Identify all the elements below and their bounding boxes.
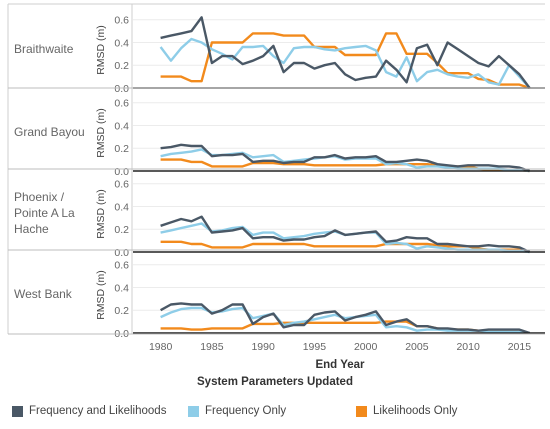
y-tick-label: 0.0 (114, 247, 129, 259)
y-tick-label: 0.4 (114, 120, 129, 132)
series-line-frequency-only (160, 148, 530, 173)
legend-item-frequency-only[interactable]: Frequency Only (188, 405, 286, 417)
x-tick-label: 2010 (456, 341, 480, 353)
panel-label: Braithwaite (14, 42, 74, 56)
x-tick-label: 1995 (303, 341, 327, 353)
y-tick-label: 0.6 (114, 98, 129, 110)
panel-label: West Bank (14, 287, 73, 301)
y-tick-label: 0.2 (114, 143, 129, 155)
y-tick-label: 0.2 (114, 305, 129, 317)
panel-1: 0.0 0.2 0.4 0.6 RMSD (m) Grand Bayou (8, 87, 545, 178)
legend-swatch-frequency-and-likelihoods (12, 405, 23, 417)
y-axis-title: RMSD (m) (95, 108, 107, 158)
legend-label: Likelihoods Only (373, 405, 458, 417)
panel-label: Grand Bayou (14, 125, 85, 139)
series-line-likelihoods-only (160, 32, 530, 90)
panel-label: Phoenix / (14, 190, 65, 204)
legend-label: Frequency and Likelihoods (29, 405, 167, 417)
x-tick-label: 1985 (200, 341, 224, 353)
x-tick-label: 1990 (251, 341, 275, 353)
y-axis-title: RMSD (m) (95, 270, 107, 320)
y-tick-label: 0.2 (114, 224, 129, 236)
legend-item-frequency-and-likelihoods[interactable]: Frequency and Likelihoods (12, 405, 166, 417)
legend-swatch-likelihoods-only (356, 405, 367, 417)
y-axis-title: RMSD (m) (95, 189, 107, 239)
legend-swatch-frequency-only (188, 405, 199, 417)
x-tick-label: 2015 (508, 341, 532, 353)
series-line-frequency-and-likelihoods (160, 302, 530, 335)
panel-label: Pointe A La (14, 206, 75, 220)
legend: Frequency and Likelihoods Frequency Only… (0, 405, 550, 423)
y-axis-title: RMSD (m) (95, 25, 107, 75)
legend-title: System Parameters Updated (197, 376, 353, 388)
y-tick-label: 0.0 (114, 83, 129, 95)
panel-label: Hache (14, 222, 49, 236)
y-tick-label: 0.6 (114, 15, 129, 27)
series-line-frequency-and-likelihoods (160, 143, 530, 173)
legend-item-likelihoods-only[interactable]: Likelihoods Only (356, 405, 457, 417)
y-tick-label: 0.4 (114, 201, 129, 213)
series-line-frequency-only (159, 37, 531, 89)
x-tick-label: 2005 (405, 341, 429, 353)
panel-0: 0.0 0.2 0.4 0.6 RMSD (m) Braithwaite (14, 15, 545, 95)
legend-label: Frequency Only (205, 405, 287, 417)
series-line-frequency-and-likelihoods (160, 16, 531, 89)
panel-2: 0.0 0.2 0.4 0.6 RMSD (m) Phoenix / Pointe A La… (8, 168, 545, 259)
y-tick-label: 0.2 (114, 60, 129, 72)
x-tick-label: 2000 (354, 341, 378, 353)
y-tick-label: 0.4 (114, 282, 129, 294)
y-tick-label: 0.6 (114, 179, 129, 191)
y-tick-label: 0.0 (114, 166, 129, 178)
y-tick-label: 0.6 (114, 260, 129, 272)
x-axis-title: End Year (315, 359, 365, 371)
panel-3: 0.0 0.2 0.4 0.6 RMSD (m) West Bank (8, 249, 545, 340)
series-line-frequency-and-likelihoods (160, 215, 531, 254)
x-tick-label: 1980 (149, 341, 173, 353)
y-tick-label: 0.4 (114, 37, 129, 49)
